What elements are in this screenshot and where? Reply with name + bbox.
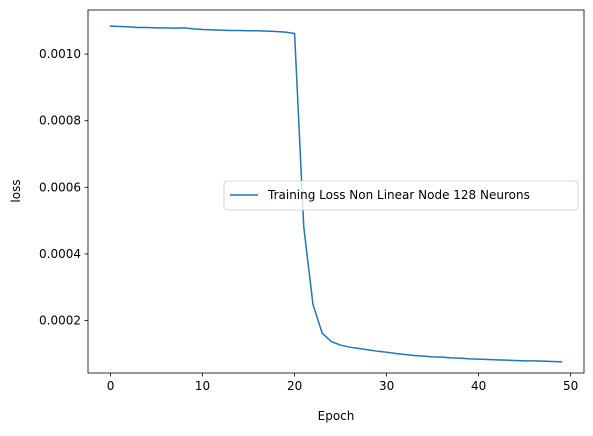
x-tick-label: 30 — [379, 379, 394, 393]
y-tick-label: 0.0008 — [39, 114, 81, 128]
series-line — [109, 25, 563, 363]
legend-label: Training Loss Non Linear Node 128 Neuron… — [267, 188, 530, 202]
y-tick-label: 0.0002 — [39, 314, 81, 328]
x-axis-label: Epoch — [318, 409, 355, 423]
x-tick-label: 50 — [563, 379, 578, 393]
y-axis-label: loss — [9, 179, 23, 202]
legend-box — [223, 180, 579, 211]
y-tick-label: 0.0004 — [39, 247, 81, 261]
x-tick-label: 40 — [471, 379, 486, 393]
x-tick-label: 10 — [195, 379, 210, 393]
y-axis-ticks: 0.0002 0.0004 0.0006 0.0008 0.0010 — [39, 47, 88, 328]
legend: Training Loss Non Linear Node 128 Neuron… — [223, 180, 579, 211]
series-layer — [109, 25, 563, 363]
x-tick-label: 0 — [107, 379, 115, 393]
y-tick-label: 0.0006 — [39, 180, 81, 194]
y-tick-label: 0.0010 — [39, 47, 81, 61]
x-tick-label: 20 — [287, 379, 302, 393]
plot-frame — [87, 9, 585, 374]
x-axis-ticks: 0 10 20 30 40 50 — [107, 373, 578, 393]
